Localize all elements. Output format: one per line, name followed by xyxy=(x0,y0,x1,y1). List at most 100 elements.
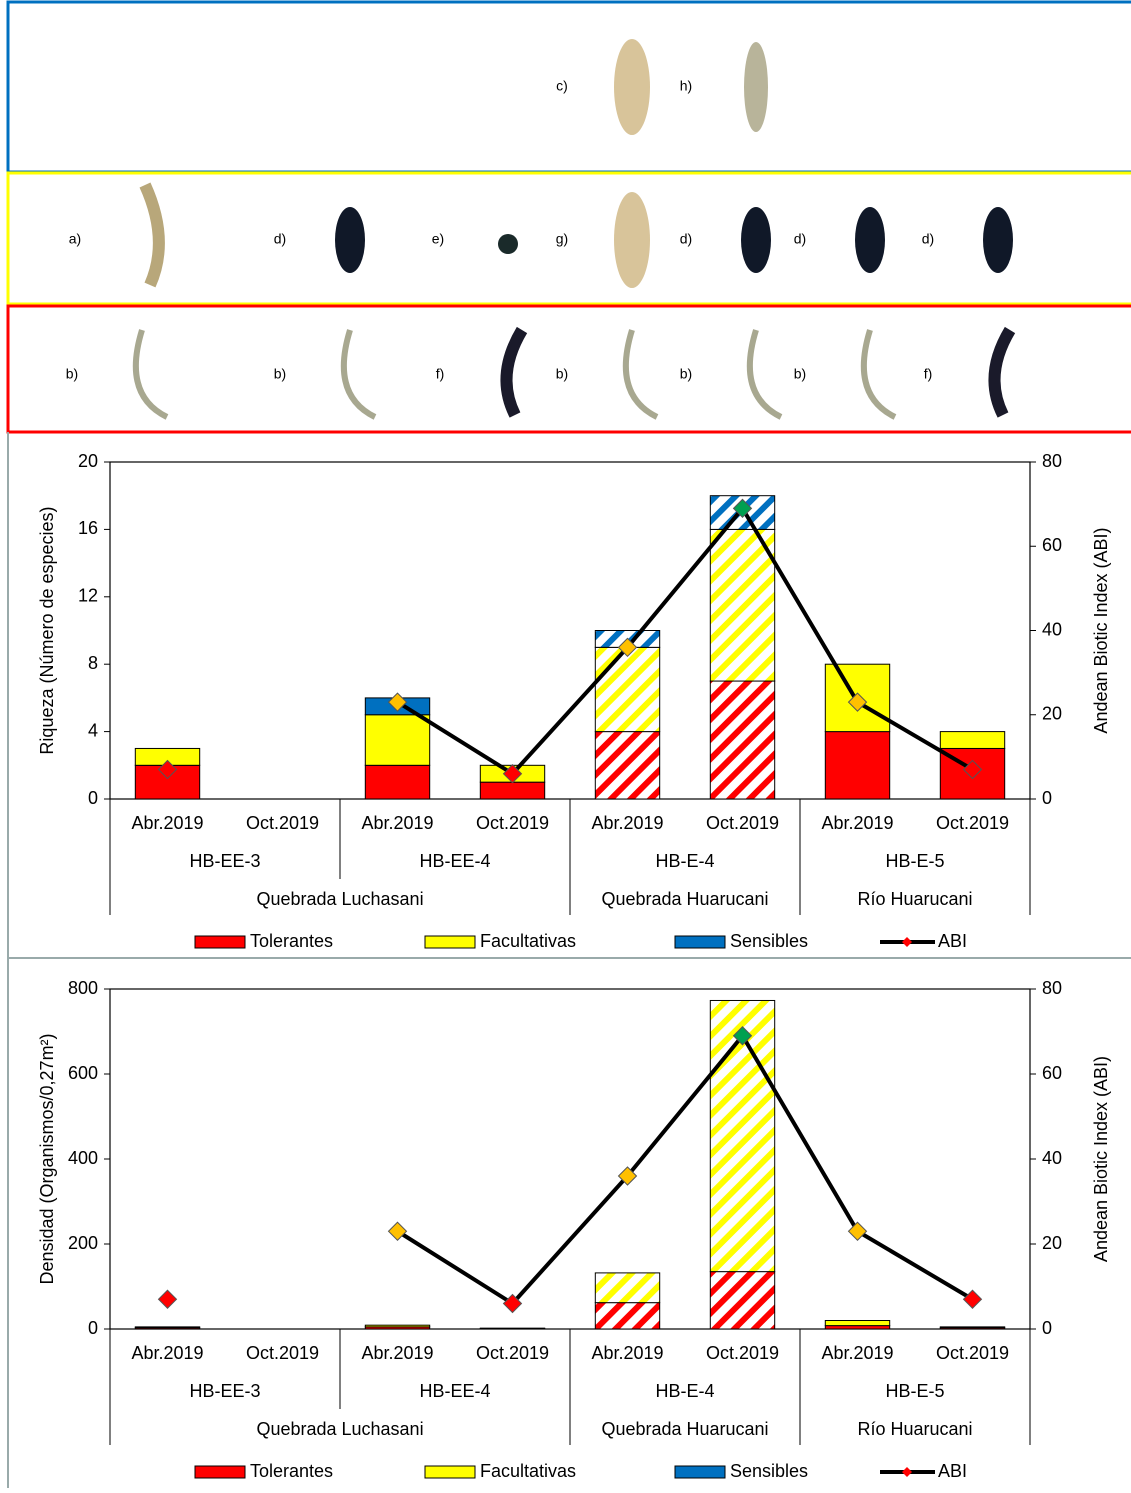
sites-label: HB-E-5 xyxy=(885,851,944,871)
legend-swatch xyxy=(195,936,245,948)
y2-tick-label: 20 xyxy=(1042,1233,1062,1253)
y-tick-label: 16 xyxy=(78,518,98,538)
bar-segment xyxy=(825,732,889,799)
insect-photo xyxy=(855,207,885,273)
bar-segment xyxy=(825,1326,889,1329)
y-axis-label: Riqueza (Número de especies) xyxy=(37,506,57,754)
x-tick-label: Oct.2019 xyxy=(706,813,779,833)
photo-label: h) xyxy=(680,78,692,94)
legend-swatch xyxy=(675,936,725,948)
x-tick-label: Oct.2019 xyxy=(246,1343,319,1363)
y-tick-label: 12 xyxy=(78,586,98,606)
bar-segment xyxy=(365,765,429,799)
legend-label: Tolerantes xyxy=(250,931,333,951)
insect-photo xyxy=(864,330,895,417)
insect-photo xyxy=(744,42,768,132)
y-axis-label: Densidad (Organismos/0,27m²) xyxy=(37,1033,57,1284)
y2-axis-label: Andean Biotic Index (ABI) xyxy=(1091,1056,1111,1262)
y2-tick-label: 60 xyxy=(1042,1063,1062,1083)
photo-label: b) xyxy=(274,366,286,382)
photo-label: f) xyxy=(924,366,933,382)
bar-segment xyxy=(710,1272,774,1329)
sites-label: HB-EE-4 xyxy=(419,1381,490,1401)
abi-marker xyxy=(849,1222,867,1240)
plot-frame xyxy=(110,462,1030,799)
x-tick-label: Abr.2019 xyxy=(361,813,433,833)
y-tick-label: 4 xyxy=(88,720,98,740)
y2-tick-label: 60 xyxy=(1042,535,1062,555)
bar-segment xyxy=(365,1325,429,1327)
insect-photo xyxy=(994,330,1010,415)
legend-label: Sensibles xyxy=(730,931,808,951)
photo-label: d) xyxy=(922,231,934,247)
insect-photo xyxy=(335,207,365,273)
legend-marker xyxy=(902,1467,912,1477)
x-tick-label: Oct.2019 xyxy=(476,813,549,833)
sites-label: HB-EE-3 xyxy=(189,1381,260,1401)
abi-line xyxy=(398,1036,973,1304)
sites-label: HB-EE-3 xyxy=(189,851,260,871)
legend-marker xyxy=(902,937,912,947)
insect-photo xyxy=(614,192,650,288)
insect-photo xyxy=(136,330,167,417)
x-tick-label: Abr.2019 xyxy=(361,1343,433,1363)
photo-label: b) xyxy=(794,366,806,382)
y2-tick-label: 0 xyxy=(1042,1318,1052,1338)
y2-axis-label: Andean Biotic Index (ABI) xyxy=(1091,527,1111,733)
y-tick-label: 0 xyxy=(88,1318,98,1338)
photo-label: b) xyxy=(680,366,692,382)
y2-tick-label: 80 xyxy=(1042,978,1062,998)
areas-label: Quebrada Huarucani xyxy=(601,889,768,909)
abi-marker xyxy=(964,1290,982,1308)
legend-swatch xyxy=(425,936,475,948)
insect-photo xyxy=(626,330,657,417)
y2-tick-label: 40 xyxy=(1042,619,1062,639)
photo-row-border xyxy=(8,173,1131,304)
bar-segment xyxy=(825,1321,889,1326)
y-tick-label: 400 xyxy=(68,1148,98,1168)
sites-label: HB-E-4 xyxy=(655,1381,714,1401)
photo-label: e) xyxy=(432,231,444,247)
x-tick-label: Abr.2019 xyxy=(591,1343,663,1363)
y-tick-label: 20 xyxy=(78,451,98,471)
x-tick-label: Abr.2019 xyxy=(131,1343,203,1363)
x-tick-label: Abr.2019 xyxy=(821,813,893,833)
abi-marker xyxy=(159,1290,177,1308)
insect-photo xyxy=(614,39,650,135)
legend-label: ABI xyxy=(938,931,967,951)
x-tick-label: Abr.2019 xyxy=(591,813,663,833)
bar-segment xyxy=(710,681,774,799)
photo-label: b) xyxy=(556,366,568,382)
photo-label: d) xyxy=(794,231,806,247)
legend-label: Facultativas xyxy=(480,1461,576,1481)
y-tick-label: 8 xyxy=(88,653,98,673)
legend-swatch xyxy=(195,1466,245,1478)
areas-label: Quebrada Luchasani xyxy=(256,1419,423,1439)
photo-label: d) xyxy=(680,231,692,247)
y-tick-label: 600 xyxy=(68,1063,98,1083)
areas-label: Río Huarucani xyxy=(857,889,972,909)
y2-tick-label: 40 xyxy=(1042,1148,1062,1168)
x-tick-label: Abr.2019 xyxy=(131,813,203,833)
bar-segment xyxy=(710,529,774,681)
x-tick-label: Oct.2019 xyxy=(476,1343,549,1363)
bar-segment xyxy=(595,647,659,731)
x-tick-label: Oct.2019 xyxy=(246,813,319,833)
sites-label: HB-E-4 xyxy=(655,851,714,871)
legend-label: Facultativas xyxy=(480,931,576,951)
photo-row-border xyxy=(8,306,1131,432)
bar-segment xyxy=(595,1273,659,1303)
photo-label: c) xyxy=(556,78,568,94)
insect-photo xyxy=(506,330,522,415)
y-tick-label: 800 xyxy=(68,978,98,998)
x-tick-label: Oct.2019 xyxy=(706,1343,779,1363)
y-tick-label: 200 xyxy=(68,1233,98,1253)
legend-label: Tolerantes xyxy=(250,1461,333,1481)
plot-frame xyxy=(110,989,1030,1329)
legend-label: Sensibles xyxy=(730,1461,808,1481)
legend-label: ABI xyxy=(938,1461,967,1481)
y-tick-label: 0 xyxy=(88,788,98,808)
legend-swatch xyxy=(675,1466,725,1478)
y2-tick-label: 0 xyxy=(1042,788,1052,808)
